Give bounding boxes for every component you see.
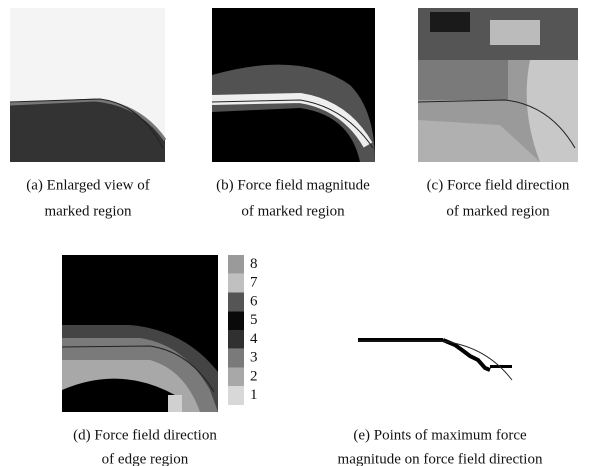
colorbar-label: 5 [250, 312, 258, 328]
caption-line: (b) Force field magnitude [216, 177, 370, 193]
panel-c [418, 8, 578, 162]
colorbar-label: 7 [250, 275, 258, 291]
colorbar-swatch [228, 311, 244, 330]
caption-line: (a) Enlarged view of [26, 177, 149, 193]
caption-line: of marked region [241, 203, 345, 219]
colorbar-swatch [228, 368, 244, 387]
colorbar-swatch [228, 349, 244, 368]
panel-d [62, 255, 218, 412]
colorbar-label: 1 [250, 387, 258, 403]
colorbar-swatch [228, 330, 244, 349]
caption-line: marked region [44, 203, 132, 219]
colorbar-swatch [228, 293, 244, 312]
panel-a [10, 8, 165, 162]
figure: 8 7 6 5 4 3 2 1 (a) Enlarged view of marked regi… [0, 0, 594, 466]
colorbar-swatch [228, 386, 244, 405]
colorbar-swatch [228, 255, 244, 274]
caption-line: (d) Force field direction [73, 427, 217, 443]
panel-e [358, 338, 512, 380]
caption-line: (c) Force field direction [427, 177, 570, 193]
panel-b [212, 8, 375, 162]
colorbar-label: 6 [250, 293, 258, 309]
colorbar-label: 2 [250, 368, 258, 384]
caption-line: (e) Points of maximum force [353, 427, 527, 443]
caption-line: of edge region [102, 451, 189, 466]
colorbar-swatch [228, 274, 244, 293]
caption-line: of marked region [446, 203, 550, 219]
caption-line: magnitude on force field direction [338, 451, 543, 466]
colorbar: 8 7 6 5 4 3 2 1 [228, 255, 258, 405]
colorbar-label: 3 [250, 350, 258, 366]
colorbar-label: 8 [250, 256, 258, 272]
colorbar-label: 4 [250, 331, 258, 347]
